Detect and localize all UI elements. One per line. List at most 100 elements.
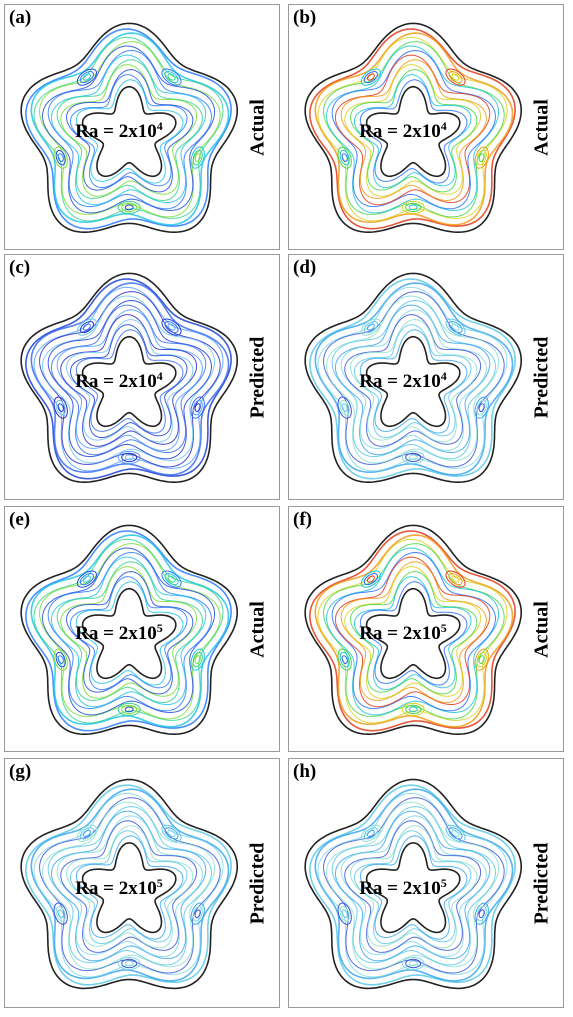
contour-line	[30, 788, 230, 982]
vortex-contour	[117, 957, 141, 970]
contour-line	[50, 556, 207, 708]
contour-line	[50, 54, 207, 206]
vortex-contour	[57, 655, 64, 664]
inner-star-boundary	[365, 587, 461, 680]
panel-label: (e)	[9, 509, 31, 530]
contour-line	[314, 32, 514, 226]
vortex-contour	[363, 321, 378, 334]
vortex-contour	[366, 323, 375, 331]
rayleigh-number-label: Ra = 2x104	[359, 119, 447, 143]
contour-line	[317, 792, 508, 978]
panel-label: (h)	[293, 761, 317, 782]
vortex-contour	[337, 396, 352, 419]
vortex-contour	[79, 71, 94, 84]
panel-label: (c)	[9, 257, 31, 278]
contour-line	[70, 576, 188, 690]
contour-line	[47, 49, 213, 210]
vortex-contour	[124, 204, 134, 211]
vortex-contour	[82, 73, 91, 81]
contour-line	[340, 561, 487, 704]
contour-line	[41, 45, 215, 214]
vortex-contour	[167, 73, 176, 81]
contour-line	[30, 32, 230, 226]
vortex-contour	[192, 149, 203, 166]
contour-line	[314, 282, 514, 476]
contour-line	[354, 324, 472, 438]
contour-line	[75, 79, 184, 184]
ra-exponent: 5	[156, 875, 163, 890]
vortex-contour	[474, 648, 489, 671]
outer-boundary	[304, 272, 522, 483]
contour-line	[349, 69, 478, 193]
contour-line	[33, 286, 224, 472]
vortex-contour	[341, 153, 348, 162]
vortex-contour	[478, 655, 485, 664]
vortex-contour	[53, 396, 68, 419]
vortex-contour	[194, 655, 201, 664]
contour-line	[70, 74, 188, 188]
ra-exponent: 4	[156, 119, 163, 134]
vortex-contour	[474, 902, 489, 925]
contour-line	[334, 810, 491, 962]
vortex-contour	[190, 146, 205, 169]
vortex-contour	[53, 648, 68, 671]
contour-line	[75, 329, 184, 434]
vortex-contour	[341, 909, 348, 919]
vortex-contour	[124, 960, 134, 967]
vortex-contour	[360, 824, 381, 842]
contour-line	[344, 64, 482, 197]
contour-line	[41, 801, 215, 970]
vortex-contour	[55, 399, 66, 416]
contour-line	[359, 79, 468, 184]
vortex-contour	[76, 824, 97, 842]
contour-line	[50, 810, 207, 962]
vortex-contour	[53, 902, 68, 925]
contour-line	[340, 59, 487, 202]
contour-line	[331, 49, 497, 210]
contour-field	[20, 272, 238, 483]
vortex-contour	[167, 575, 176, 583]
contour-line	[309, 278, 516, 480]
contour-line	[325, 45, 499, 214]
vortex-contour	[445, 68, 466, 86]
ra-base: Ra = 2x10	[75, 371, 157, 393]
contour-line	[65, 825, 194, 949]
vortex-contour	[408, 706, 418, 713]
outer-boundary	[20, 778, 238, 990]
contour-field	[304, 778, 522, 990]
contour-line	[60, 820, 198, 953]
rayleigh-number-label: Ra = 2x104	[359, 369, 447, 393]
vortex-contour	[161, 824, 182, 842]
contour-line	[70, 324, 188, 438]
ra-exponent: 5	[440, 875, 447, 890]
contour-line	[349, 825, 478, 949]
vortex-contour	[451, 73, 460, 81]
vortex-contour	[408, 454, 418, 461]
contour-line	[56, 561, 203, 704]
vortex-contour	[448, 573, 463, 586]
panel-b: (b) Ra = 2x104 Actual	[288, 4, 564, 250]
contour-line	[25, 278, 232, 480]
panel-label: (f)	[293, 509, 312, 530]
vortex-contour	[194, 153, 201, 162]
vortex-contour	[451, 829, 460, 837]
contour-field	[304, 272, 522, 483]
contour-line	[65, 319, 194, 443]
contour-field	[20, 22, 238, 233]
contour-line	[25, 530, 232, 732]
vortex-contour	[405, 958, 422, 969]
vortex-contour	[363, 827, 378, 840]
side-label: Predicted	[530, 336, 553, 419]
vortex-contour	[190, 648, 205, 671]
contour-line	[30, 282, 230, 476]
contour-line	[25, 28, 232, 230]
vortex-contour	[121, 452, 138, 463]
side-label: Actual	[530, 601, 553, 658]
rayleigh-number-label: Ra = 2x105	[359, 875, 447, 900]
vortex-contour	[76, 68, 97, 86]
vortex-contour	[476, 399, 487, 416]
contour-line	[25, 784, 232, 986]
contour-line	[334, 556, 491, 708]
panel-c: (c) Ra = 2x104 Predicted	[4, 254, 280, 500]
rayleigh-number-label: Ra = 2x104	[75, 119, 163, 143]
